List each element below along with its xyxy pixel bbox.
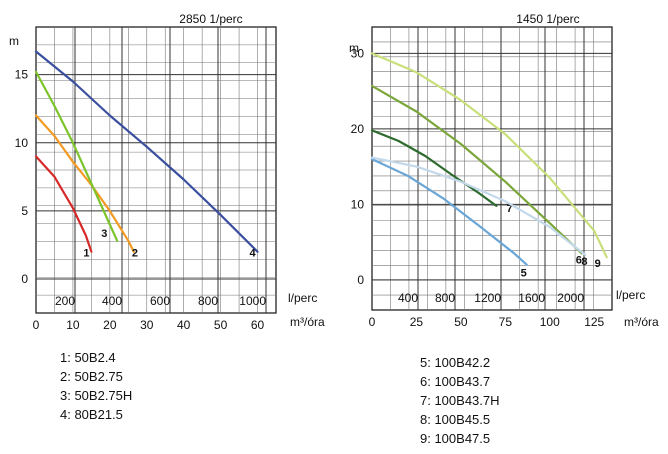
x-bottom-tick-label: 40 (177, 318, 191, 332)
y-tick-label: 10 (351, 197, 365, 211)
x-bottom-tick-label: 100 (540, 315, 560, 329)
curve-1 (34, 155, 93, 253)
x-top-tick-label: 400 (102, 294, 122, 308)
grid (372, 27, 612, 310)
curve-label-8: 8 (581, 256, 587, 268)
legend-entry: 5: 100B42.2 (420, 355, 491, 370)
plot-frame (371, 26, 613, 311)
x-top-tick-label: 800 (435, 291, 455, 305)
curve-label-7: 7 (506, 203, 512, 215)
curve-label-4: 4 (250, 248, 257, 260)
legend-entry: 4: 80B21.5 (60, 407, 123, 422)
x-top-tick-label: 600 (150, 294, 170, 308)
y-tick-label: 15 (15, 68, 29, 82)
chart-1450: 5 6 7 8 9 0 10 20 30 400 800 1200 1600 2000 0 25 50 75 10… (349, 12, 659, 329)
tick-labels: 0 5 10 15 200 400 600 800 1000 0 10 20 30 40 50 60 (15, 68, 267, 332)
chart-2850: 1 2 3 4 0 5 10 15 200 400 600 800 1000 0 10 20 30 40 50 60… (9, 12, 325, 332)
y-tick-label: 10 (15, 136, 29, 150)
x-top-tick-label: 400 (398, 291, 418, 305)
series-group: 5 6 7 8 9 (370, 52, 608, 280)
legend-entry: 9: 100B47.5 (420, 431, 491, 446)
x-top-tick-label: 1600 (518, 291, 545, 305)
legend-entry: 8: 100B45.5 (420, 412, 491, 427)
x-top-tick-label: 1200 (474, 291, 501, 305)
series-group: 1 2 3 4 (34, 50, 259, 260)
y-tick-label: 30 (351, 46, 365, 60)
x-bottom-tick-label: 0 (33, 318, 40, 332)
y-axis-label: m (349, 41, 359, 55)
curve-4 (34, 50, 259, 253)
legend-left: 1: 50B2.4 2: 50B2.75 3: 50B2.75H 4: 80B2… (60, 348, 132, 424)
y-tick-label: 20 (351, 122, 365, 136)
curve-8 (370, 156, 587, 256)
x-top-axis-label: l/perc (288, 291, 317, 305)
speed-label: 2850 1/perc (179, 12, 242, 26)
legend-entry: 1: 50B2.4 (60, 350, 116, 365)
x-top-tick-label: 2000 (557, 291, 584, 305)
x-bottom-tick-label: 50 (214, 318, 228, 332)
legend-entry: 3: 50B2.75H (60, 388, 133, 403)
curve-label-1: 1 (83, 248, 89, 260)
curve-label-9: 9 (595, 258, 601, 270)
y-tick-label: 5 (21, 204, 28, 218)
x-bottom-tick-label: 50 (454, 315, 468, 329)
curve-label-5: 5 (521, 268, 527, 280)
x-bottom-tick-label: 30 (140, 318, 154, 332)
y-tick-label: 0 (21, 272, 28, 286)
curve-label-2: 2 (132, 248, 138, 260)
x-bottom-tick-label: 20 (103, 318, 117, 332)
x-top-axis-label: l/perc (616, 288, 645, 302)
x-bottom-tick-label: 60 (251, 318, 265, 332)
x-bottom-axis-label: m³/óra (290, 315, 325, 329)
speed-label: 1450 1/perc (516, 12, 579, 26)
x-bottom-tick-label: 0 (369, 315, 376, 329)
x-bottom-tick-label: 10 (66, 318, 80, 332)
curve-label-3: 3 (101, 228, 107, 240)
legend-entry: 2: 50B2.75 (60, 369, 123, 384)
legend-entry: 7: 100B43.7H (420, 393, 500, 408)
curve-7 (370, 129, 498, 207)
y-axis-label: m (9, 34, 19, 48)
x-top-tick-label: 800 (198, 294, 218, 308)
curve-label-6: 6 (576, 254, 582, 266)
y-tick-label: 0 (357, 273, 364, 287)
x-bottom-tick-label: 25 (410, 315, 424, 329)
x-top-tick-label: 200 (55, 294, 75, 308)
curve-6 (370, 84, 583, 255)
curve-3 (34, 70, 119, 242)
x-bottom-axis-label: m³/óra (624, 315, 659, 329)
x-bottom-tick-label: 125 (584, 315, 604, 329)
legend-entry: 6: 100B43.7 (420, 374, 491, 389)
x-top-tick-label: 1000 (239, 294, 266, 308)
x-bottom-tick-label: 75 (499, 315, 513, 329)
curve-5 (370, 158, 528, 266)
grid (36, 27, 276, 313)
legend-right: 5: 100B42.2 6: 100B43.7 7: 100B43.7H 8: … (420, 353, 500, 448)
curve-9 (370, 52, 608, 259)
